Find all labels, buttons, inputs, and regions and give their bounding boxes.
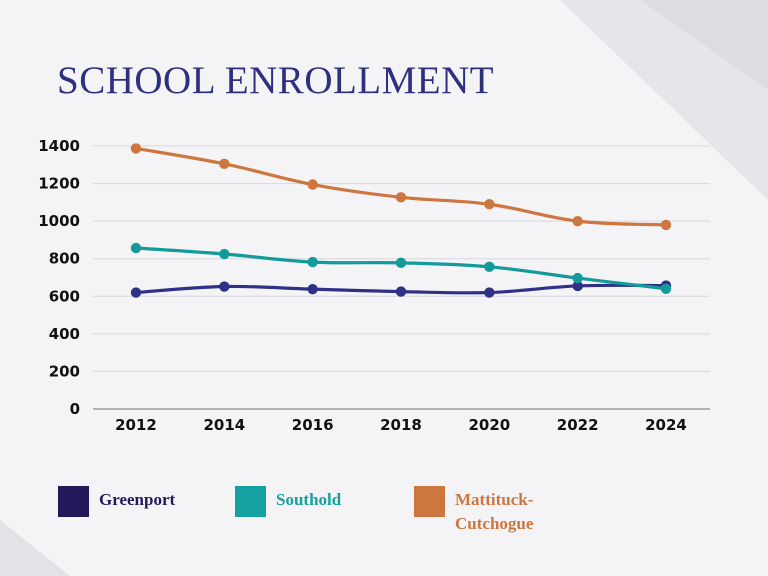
data-point-mattituck-cutchogue xyxy=(307,179,318,190)
y-tick-label: 1000 xyxy=(38,212,80,230)
x-tick-label: 2012 xyxy=(115,416,157,434)
x-axis-ticks: 2012 2014 2016 2018 2020 2022 2024 xyxy=(115,416,687,434)
data-point-greenport xyxy=(130,287,142,298)
x-tick-label: 2018 xyxy=(380,416,422,434)
data-point-greenport xyxy=(307,283,318,295)
data-point-southold xyxy=(307,256,318,268)
legend-swatch xyxy=(235,486,266,517)
data-point-mattituck-cutchogue xyxy=(572,215,583,227)
data-point-greenport xyxy=(219,281,230,292)
y-tick-label: 1400 xyxy=(38,137,80,155)
legend-swatch xyxy=(58,486,89,517)
data-point-greenport xyxy=(395,286,407,297)
x-tick-label: 2020 xyxy=(468,416,510,434)
data-point-mattituck-cutchogue xyxy=(219,158,230,170)
data-point-greenport xyxy=(572,280,583,292)
legend-item-mattituck-cutchogue: Mattituck- Cutchogue xyxy=(414,486,533,536)
data-point-southold xyxy=(395,257,407,269)
y-tick-label: 600 xyxy=(49,287,80,305)
data-point-mattituck-cutchogue xyxy=(660,219,672,231)
x-tick-label: 2022 xyxy=(557,416,599,434)
gridlines xyxy=(93,145,710,410)
y-tick-label: 400 xyxy=(49,325,80,343)
x-tick-label: 2016 xyxy=(292,416,334,434)
series-line-mattituck-cutchogue xyxy=(134,146,668,227)
y-tick-label: 0 xyxy=(70,400,80,418)
data-point-southold xyxy=(660,283,672,294)
y-tick-label: 200 xyxy=(49,362,80,380)
chart-title: SCHOOL ENROLLMENT xyxy=(57,59,495,102)
legend-label: Greenport xyxy=(99,490,176,509)
data-point-mattituck-cutchogue xyxy=(130,143,142,154)
data-point-mattituck-cutchogue xyxy=(484,199,495,210)
data-point-southold xyxy=(130,242,142,254)
legend-item-southold: Southold xyxy=(235,486,341,517)
series-line-southold xyxy=(134,246,668,291)
data-point-mattituck-cutchogue xyxy=(395,192,407,203)
x-tick-label: 2014 xyxy=(203,416,245,434)
legend-swatch xyxy=(414,486,445,517)
y-axis-ticks: 0 200 400 600 800 1000 1200 1400 xyxy=(38,137,80,418)
data-point-southold xyxy=(219,248,230,260)
data-point-greenport xyxy=(484,287,495,298)
y-tick-label: 1200 xyxy=(38,175,80,193)
legend-label: Mattituck- Cutchogue xyxy=(455,490,534,533)
x-tick-label: 2024 xyxy=(645,416,687,434)
y-tick-label: 800 xyxy=(49,250,80,268)
legend-item-greenport: Greenport xyxy=(58,486,175,517)
data-point-southold xyxy=(572,272,583,284)
series-lines xyxy=(130,143,672,298)
legend-label: Southold xyxy=(276,490,342,509)
data-point-southold xyxy=(484,261,495,272)
